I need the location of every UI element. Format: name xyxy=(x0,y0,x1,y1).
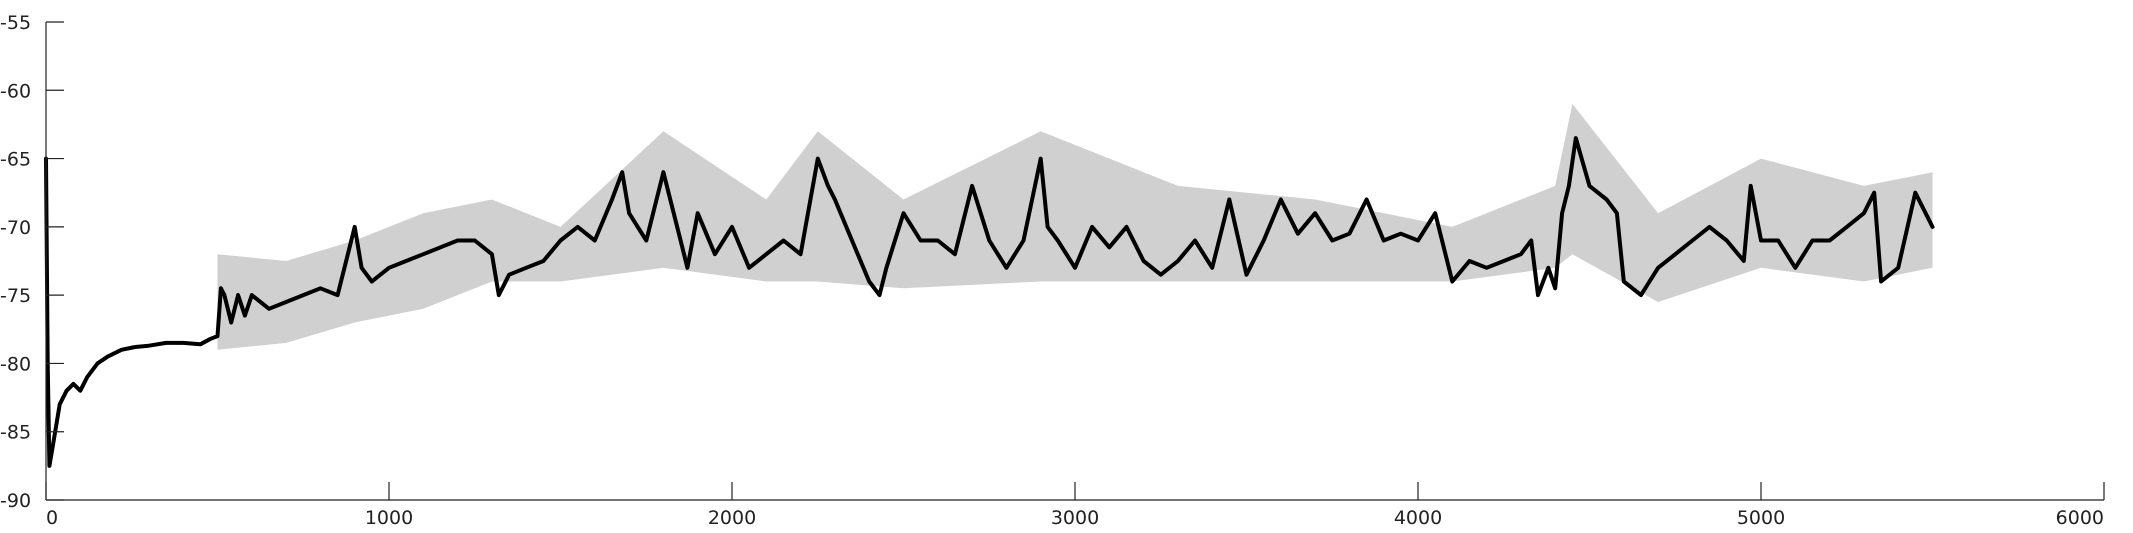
x-axis-ticks: 0 1000 2000 3000 4000 5000 6000 xyxy=(45,482,2105,529)
x-tick-label: 2000 xyxy=(708,507,756,529)
y-tick-label: -60 xyxy=(0,80,31,102)
y-tick-label: -90 xyxy=(0,490,31,512)
x-tick-label: 3000 xyxy=(1051,507,1099,529)
y-tick-label: -55 xyxy=(0,12,31,34)
y-tick-label: -65 xyxy=(0,149,31,171)
x-tick-label: 4000 xyxy=(1394,507,1442,529)
noise-band-group xyxy=(217,103,1933,350)
y-axis-ticks: -55 -60 -65 -70 -75 -80 -85 -90 xyxy=(0,12,64,512)
y-tick-label: -70 xyxy=(0,217,31,239)
noise-band xyxy=(217,103,1933,350)
y-tick-label: -80 xyxy=(0,353,31,375)
x-tick-label: 0 xyxy=(46,507,58,529)
x-tick-label: 6000 xyxy=(2056,507,2104,529)
x-tick-label: 1000 xyxy=(365,507,413,529)
series-group xyxy=(44,136,1935,468)
y-tick-label: -85 xyxy=(0,422,31,444)
series-line xyxy=(44,136,1935,468)
x-tick-label: 5000 xyxy=(1737,507,1785,529)
y-tick-label: -75 xyxy=(0,285,31,307)
